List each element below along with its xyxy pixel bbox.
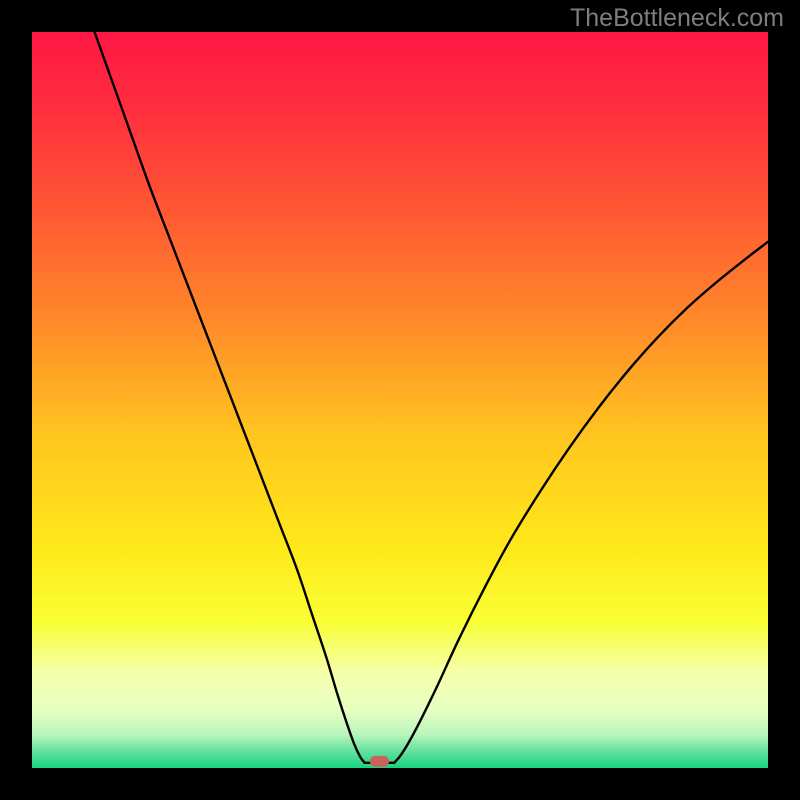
plot-area [32,32,768,768]
plot-svg [32,32,768,768]
gradient-bg [32,32,768,768]
watermark-text: TheBottleneck.com [570,4,784,33]
min-marker [370,756,389,767]
